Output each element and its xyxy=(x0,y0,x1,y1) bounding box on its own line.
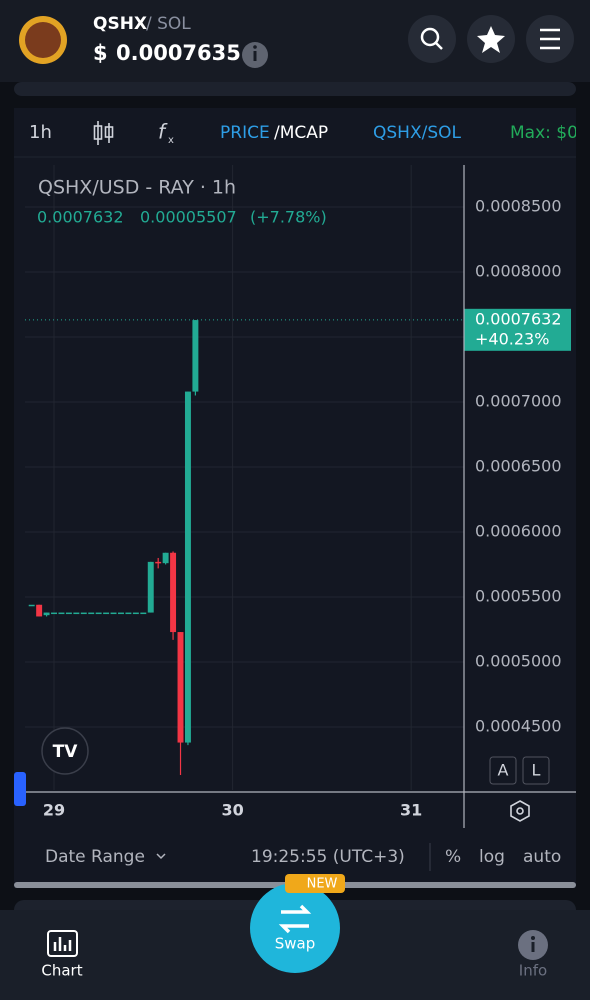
info-tab-glyph xyxy=(531,942,535,952)
log-scale-button[interactable] xyxy=(522,756,550,785)
info-tab-dot xyxy=(531,936,535,940)
chart-toolbar: 1h f x PRICE /MCAP QSHX/SOL Max: $0 xyxy=(29,120,578,147)
y-tick-label: 0.0007000 xyxy=(475,391,562,410)
star-icon xyxy=(477,26,505,53)
log-button[interactable]: log xyxy=(479,847,505,867)
candle-body xyxy=(80,612,87,615)
candle-body xyxy=(177,632,184,743)
candle-body xyxy=(140,612,147,615)
candle-body xyxy=(65,612,72,615)
y-tick-label: 0.0005000 xyxy=(475,651,562,670)
settings-icon-core xyxy=(516,807,524,815)
chart-tab-bars xyxy=(53,937,72,951)
mcap-toggle[interactable]: /MCAP xyxy=(274,123,328,143)
x-tick-label: 29 xyxy=(43,801,65,820)
candle-body xyxy=(147,561,154,613)
last-price-label: 0.0007632 xyxy=(475,309,562,328)
price-currency: $ xyxy=(93,41,108,65)
y-tick-label: 0.0006500 xyxy=(475,456,562,475)
token-avatar-inner xyxy=(25,22,61,58)
candle-body xyxy=(184,391,191,743)
token-quote: / SOL xyxy=(146,14,191,34)
y-tick-label: 0.0008500 xyxy=(475,196,562,215)
candle-body xyxy=(110,612,117,615)
candle-body xyxy=(58,612,65,615)
new-badge xyxy=(285,874,345,893)
candle-type-icon[interactable] xyxy=(93,121,114,145)
legend-change: 0.00005507 xyxy=(140,208,237,227)
menu-icon xyxy=(540,28,560,50)
last-change-label: +40.23% xyxy=(475,329,549,348)
header-strip xyxy=(14,82,576,96)
plot-area: 0.0004500 0.0005000 0.0005500 0.0006000 0.00… xyxy=(25,165,571,820)
pair-toggle[interactable]: QSHX/SOL xyxy=(373,123,462,143)
candle-body xyxy=(103,612,110,615)
settings-button[interactable] xyxy=(510,800,530,822)
candle-body xyxy=(88,612,95,615)
date-range-button[interactable]: Date Range xyxy=(45,847,145,867)
info-tab[interactable]: Info xyxy=(518,930,548,980)
token-symbol: QSHX xyxy=(93,14,147,34)
chart-tab-icon xyxy=(47,930,78,957)
info-icon-dot xyxy=(253,45,257,49)
search-icon xyxy=(420,27,440,47)
interval-button[interactable]: 1h xyxy=(29,122,52,143)
candle-body xyxy=(170,552,177,633)
swap-label: Swap xyxy=(275,935,316,953)
price-toggle[interactable]: PRICE xyxy=(220,123,270,143)
y-tick-label: 0.0006000 xyxy=(475,521,562,540)
candle-body xyxy=(192,320,199,392)
candle-body xyxy=(155,561,162,564)
auto-scale-button[interactable] xyxy=(489,756,517,785)
chart-panel xyxy=(14,108,576,888)
auto-scale-label: A xyxy=(498,761,509,780)
x-tick-label: 31 xyxy=(400,801,422,820)
last-price-tag xyxy=(464,308,571,351)
candle-body xyxy=(132,612,139,615)
candle-body xyxy=(125,612,132,615)
tradingview-logo[interactable] xyxy=(41,727,89,775)
side-toggle[interactable] xyxy=(14,772,26,806)
info-tab-label: Info xyxy=(519,962,547,980)
info-icon-glyph xyxy=(253,51,257,61)
legend-last: 0.0007632 xyxy=(37,208,124,227)
clock: 19:25:55 (UTC+3) xyxy=(251,847,405,867)
candle-body xyxy=(162,552,169,564)
candle-body xyxy=(28,604,35,607)
token-price: 0.0007635 xyxy=(116,41,241,65)
chart-tab[interactable]: Chart xyxy=(41,930,83,980)
new-badge-label: NEW xyxy=(307,877,338,892)
candle-body xyxy=(51,612,57,615)
log-scale-label: L xyxy=(532,761,541,780)
candle-body xyxy=(36,604,43,617)
search-button[interactable] xyxy=(408,15,456,63)
icon-rect xyxy=(104,126,114,138)
indicators-icon-sub: x xyxy=(168,135,174,146)
x-tick-label: 30 xyxy=(221,801,243,820)
chart-tab-label: Chart xyxy=(41,962,82,980)
search-icon-handle xyxy=(435,42,443,50)
percent-button[interactable]: % xyxy=(445,847,461,867)
swap-icon xyxy=(278,904,312,934)
candle-body xyxy=(73,612,80,615)
swap-button[interactable] xyxy=(250,883,340,973)
indicators-icon[interactable]: f xyxy=(158,120,168,144)
auto-button[interactable]: auto xyxy=(523,847,561,867)
chart-title: QSHX/USD - RAY · 1h xyxy=(38,177,236,199)
legend-change-pct: (+7.78%) xyxy=(250,208,327,227)
tradingview-logo-glyph: TV xyxy=(53,742,79,762)
y-tick-label: 0.0008000 xyxy=(475,261,562,280)
candle-body xyxy=(43,612,50,616)
date-range-caret xyxy=(156,853,166,860)
y-tick-label: 0.0005500 xyxy=(475,586,562,605)
icon-rect xyxy=(93,125,103,140)
candle-body xyxy=(95,612,102,615)
candle-body xyxy=(118,612,124,615)
max-label: Max: $0 xyxy=(510,123,578,143)
y-tick-label: 0.0004500 xyxy=(475,716,562,735)
